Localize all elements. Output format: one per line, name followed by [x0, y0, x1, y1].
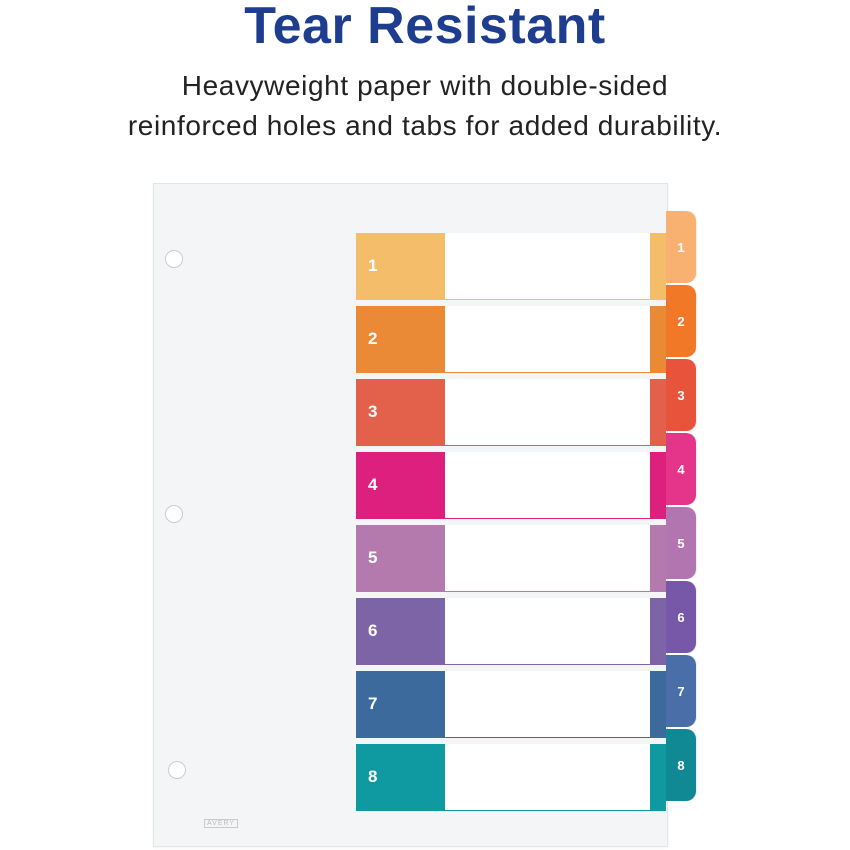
toc-row: 5	[356, 525, 666, 592]
toc-color-strip	[650, 379, 666, 445]
toc-color-strip	[650, 525, 666, 591]
toc-row: 3	[356, 379, 666, 446]
toc-number-block: 3	[356, 379, 445, 445]
toc-number: 3	[368, 402, 378, 421]
toc-number: 8	[368, 767, 378, 786]
toc-number-block: 7	[356, 671, 445, 737]
divider-tab: 2	[666, 285, 696, 357]
toc-number: 2	[368, 329, 378, 348]
toc-number-block: 4	[356, 452, 445, 518]
divider-tab: 3	[666, 359, 696, 431]
description: Heavyweight paper with double-sided rein…	[0, 66, 850, 146]
toc-number: 1	[368, 256, 378, 275]
divider-tab: 1	[666, 211, 696, 283]
toc-number-block: 1	[356, 233, 445, 299]
toc-color-strip	[650, 233, 666, 299]
toc-row: 4	[356, 452, 666, 519]
toc-row: 2	[356, 306, 666, 373]
punch-hole-middle	[165, 505, 183, 523]
toc-number-block: 6	[356, 598, 445, 664]
brand-logo: AVERY	[204, 819, 239, 828]
toc-number-block: 8	[356, 744, 445, 810]
toc-row: 8	[356, 744, 666, 811]
description-line-2: reinforced holes and tabs for added dura…	[127, 110, 723, 141]
toc-color-strip	[650, 306, 666, 372]
toc-row: 6	[356, 598, 666, 665]
divider-tab: 4	[666, 433, 696, 505]
page-title: Tear Resistant	[244, 0, 606, 55]
toc-number: 7	[368, 694, 378, 713]
punch-hole-top	[165, 250, 183, 268]
toc-color-strip	[650, 452, 666, 518]
toc-color-strip	[650, 671, 666, 737]
toc-row: 1	[356, 233, 666, 300]
toc-number-block: 5	[356, 525, 445, 591]
toc-number: 6	[368, 621, 378, 640]
divider-tab: 8	[666, 729, 696, 801]
punch-hole-bottom	[168, 761, 186, 779]
toc-number: 4	[368, 475, 378, 494]
divider-tab: 7	[666, 655, 696, 727]
divider-tab: 6	[666, 581, 696, 653]
toc-row: 7	[356, 671, 666, 738]
toc-number: 5	[368, 548, 378, 567]
toc-number-block: 2	[356, 306, 445, 372]
toc-color-strip	[650, 598, 666, 664]
divider-sheet: 1 2 3 4 5 6 7 8 AVERY	[153, 183, 668, 847]
divider-tab: 5	[666, 507, 696, 579]
description-line-1: Heavyweight paper with double-sided	[181, 70, 669, 101]
toc-color-strip	[650, 744, 666, 810]
